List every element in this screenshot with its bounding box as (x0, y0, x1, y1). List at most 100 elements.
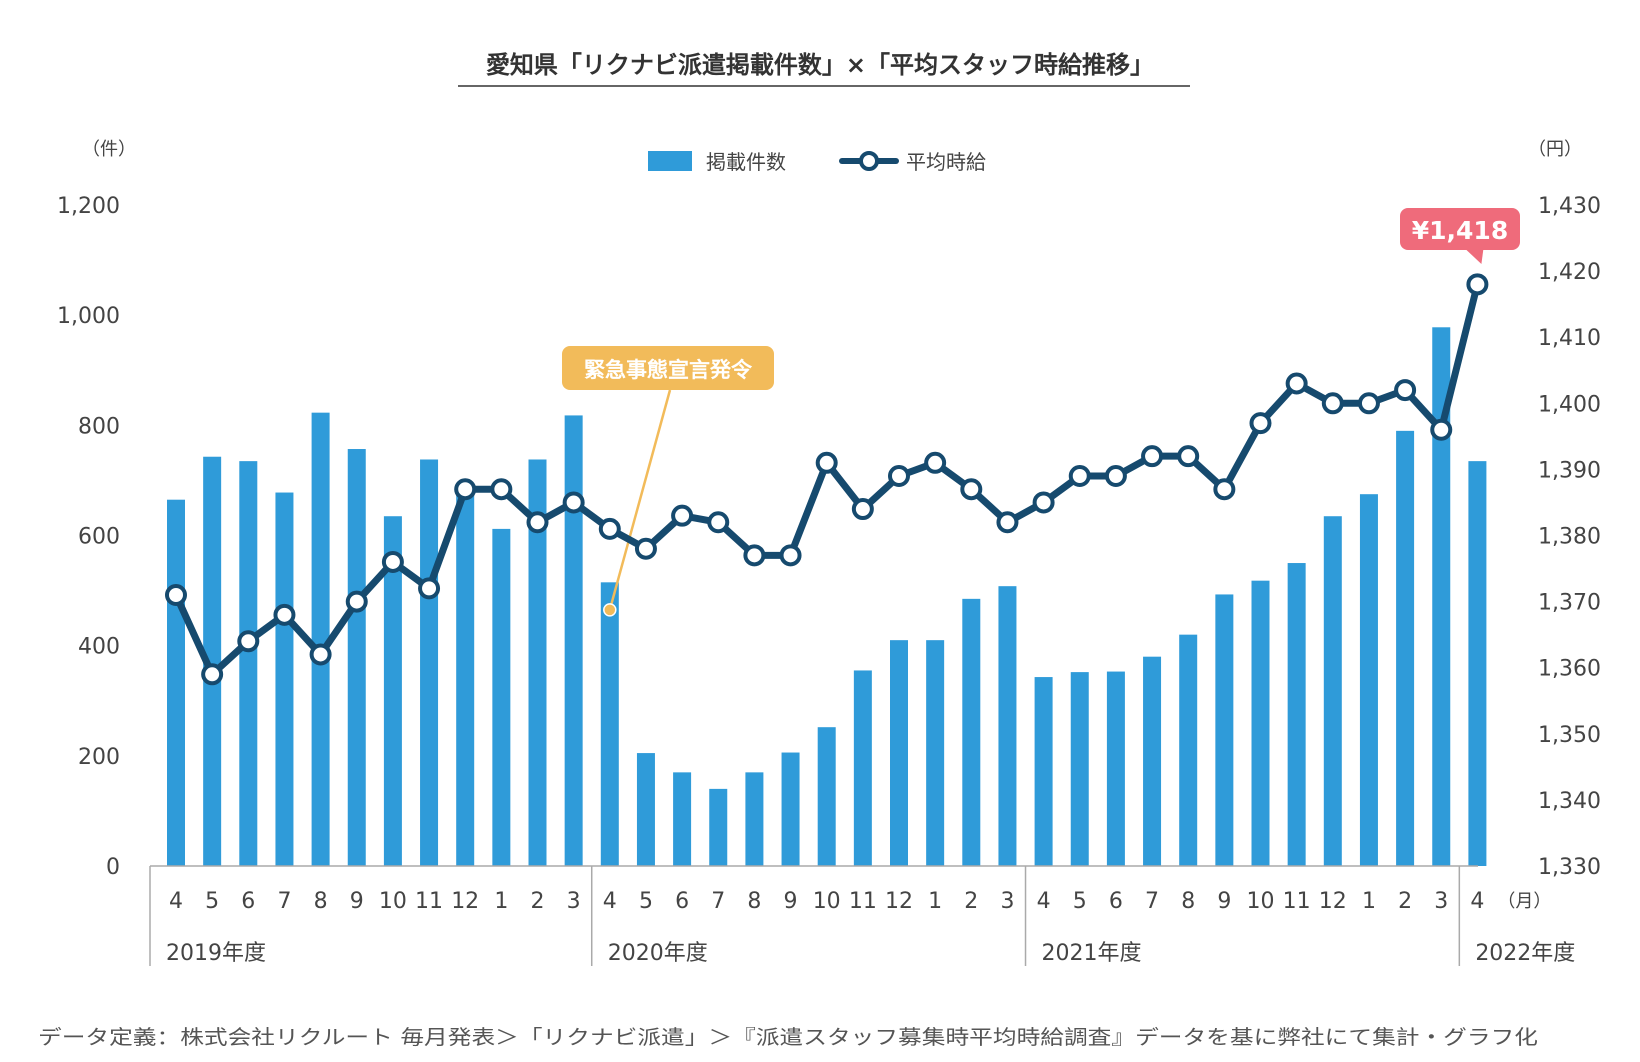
left-tick-label: 1,200 (57, 194, 120, 219)
bar (1359, 494, 1378, 866)
bar (890, 640, 908, 866)
bar (600, 582, 619, 866)
bar (745, 772, 764, 866)
x-tick-label: 8 (747, 889, 761, 914)
wage-point (996, 511, 1019, 534)
wage-point (165, 583, 187, 606)
left-tick-label: 200 (78, 745, 120, 770)
x-tick-label: 3 (567, 889, 581, 914)
wage-point (1357, 392, 1380, 415)
legend-bar-label: 掲載件数 (706, 150, 786, 174)
wage-point (815, 451, 838, 474)
wage-point (237, 630, 260, 653)
bar (1396, 430, 1415, 866)
left-axis-unit: （件） (82, 139, 136, 160)
wage-point (1285, 372, 1308, 395)
fiscal-year-label: 2022年度 (1475, 941, 1575, 966)
wage-point (888, 465, 910, 488)
x-axis-unit: （月） (1497, 891, 1551, 912)
bar (420, 459, 439, 866)
bar (673, 772, 692, 866)
x-tick-label: 5 (1073, 889, 1087, 914)
bar (998, 586, 1017, 866)
left-tick-label: 800 (78, 414, 120, 439)
x-tick-label: 1 (928, 889, 942, 914)
x-axis: 4 5 6 7 8 9 10 11 12 1 2 3 4 5 6 7 8 9 10 11 12 1 2 3 4 5 6 7 8 9 10 11… (149, 865, 1575, 966)
annotation-leader (608, 389, 672, 611)
legend: 掲載件数 平均時給 (648, 150, 986, 174)
right-tick-label: 1,360 (1538, 657, 1601, 682)
wage-point (454, 478, 477, 501)
bar (781, 752, 800, 866)
bar (1070, 672, 1089, 866)
bar (492, 528, 511, 866)
x-tick-label: 1 (1362, 889, 1376, 914)
x-tick-label: 6 (675, 889, 689, 914)
wage-point (707, 511, 730, 534)
x-tick-label: 5 (639, 889, 653, 914)
wage-point (1068, 465, 1091, 488)
wage-point (634, 537, 657, 560)
wage-point (1032, 491, 1055, 514)
wage-line (172, 280, 1481, 678)
annotation-box (562, 346, 774, 390)
bar-series (167, 327, 1487, 866)
x-tick-label: 10 (379, 889, 407, 914)
bar (311, 412, 330, 866)
right-tick-label: 1,340 (1538, 789, 1601, 814)
wage-point (779, 544, 802, 567)
wage-point (1141, 445, 1164, 468)
left-tick-label: 600 (78, 525, 120, 550)
wage-point (598, 517, 621, 540)
bar (564, 415, 583, 866)
wage-point (671, 504, 694, 527)
wage-point (526, 511, 549, 534)
right-tick-label: 1,420 (1538, 260, 1601, 285)
x-tick-label: 10 (813, 889, 841, 914)
x-tick-label: 4 (603, 889, 617, 914)
bar (239, 461, 258, 866)
bar (1468, 461, 1487, 866)
x-tick-label: 7 (277, 889, 291, 914)
legend-bar-swatch (648, 151, 692, 171)
wage-point (1249, 412, 1272, 435)
bar (1287, 563, 1306, 866)
x-tick-label: 11 (849, 889, 877, 914)
bar (1251, 580, 1270, 866)
bar (636, 753, 655, 866)
price-callout-pointer (1465, 249, 1484, 264)
bar (456, 491, 475, 866)
left-tick-label: 0 (106, 855, 120, 880)
x-tick-label: 9 (784, 889, 798, 914)
bar (167, 499, 185, 866)
x-tick-label: 11 (1283, 889, 1311, 914)
left-tick-label: 400 (78, 635, 120, 660)
x-tick-label: 8 (314, 889, 328, 914)
x-tick-label: 6 (1109, 889, 1123, 914)
chart-title: 愛知県「リクナビ派遣掲載件数」×「平均スタッフ時給推移」 (486, 51, 1154, 79)
x-tick-label: 7 (1145, 889, 1159, 914)
x-tick-label: 12 (451, 889, 479, 914)
right-tick-label: 1,370 (1538, 591, 1601, 616)
x-tick-label: 11 (415, 889, 443, 914)
right-tick-label: 1,330 (1538, 855, 1601, 880)
wage-point (201, 663, 224, 686)
price-callout-box (1400, 208, 1520, 250)
fiscal-year-label: 2020年度 (608, 941, 708, 966)
bar (1143, 656, 1162, 866)
x-tick-label: 8 (1181, 889, 1195, 914)
source-note: データ定義：株式会社リクルート 毎月発表＞「リクナビ派遣」＞『派遣スタッフ募集時… (38, 1025, 1538, 1049)
x-tick-label: 4 (1470, 889, 1484, 914)
wage-point (1430, 418, 1453, 441)
bar (275, 492, 294, 866)
wage-point (1213, 478, 1236, 501)
bar (1432, 327, 1451, 866)
bar (347, 449, 366, 866)
x-tick-label: 4 (169, 889, 183, 914)
bar (709, 788, 728, 866)
x-tick-label: 9 (350, 889, 364, 914)
x-tick-label: 3 (1000, 889, 1014, 914)
x-tick-label: 6 (241, 889, 255, 914)
bar (926, 640, 945, 866)
